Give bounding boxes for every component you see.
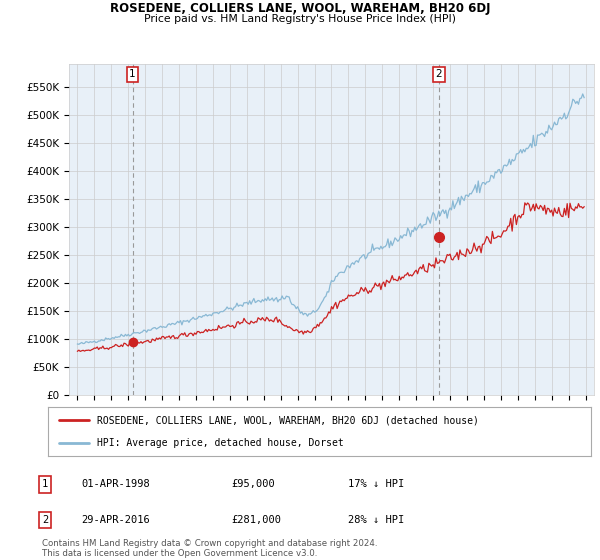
Text: 1: 1 — [129, 69, 136, 80]
Text: 01-APR-1998: 01-APR-1998 — [81, 479, 150, 489]
Text: 2: 2 — [436, 69, 442, 80]
Text: HPI: Average price, detached house, Dorset: HPI: Average price, detached house, Dors… — [97, 438, 344, 448]
Text: 28% ↓ HPI: 28% ↓ HPI — [348, 515, 404, 525]
Text: Contains HM Land Registry data © Crown copyright and database right 2024.
This d: Contains HM Land Registry data © Crown c… — [42, 539, 377, 558]
Text: 1: 1 — [42, 479, 48, 489]
Text: ROSEDENE, COLLIERS LANE, WOOL, WAREHAM, BH20 6DJ (detached house): ROSEDENE, COLLIERS LANE, WOOL, WAREHAM, … — [97, 416, 479, 426]
Text: 2: 2 — [42, 515, 48, 525]
Text: ROSEDENE, COLLIERS LANE, WOOL, WAREHAM, BH20 6DJ: ROSEDENE, COLLIERS LANE, WOOL, WAREHAM, … — [110, 2, 490, 15]
Text: Price paid vs. HM Land Registry's House Price Index (HPI): Price paid vs. HM Land Registry's House … — [144, 14, 456, 24]
Text: 29-APR-2016: 29-APR-2016 — [81, 515, 150, 525]
Text: £281,000: £281,000 — [231, 515, 281, 525]
Text: £95,000: £95,000 — [231, 479, 275, 489]
Text: 17% ↓ HPI: 17% ↓ HPI — [348, 479, 404, 489]
